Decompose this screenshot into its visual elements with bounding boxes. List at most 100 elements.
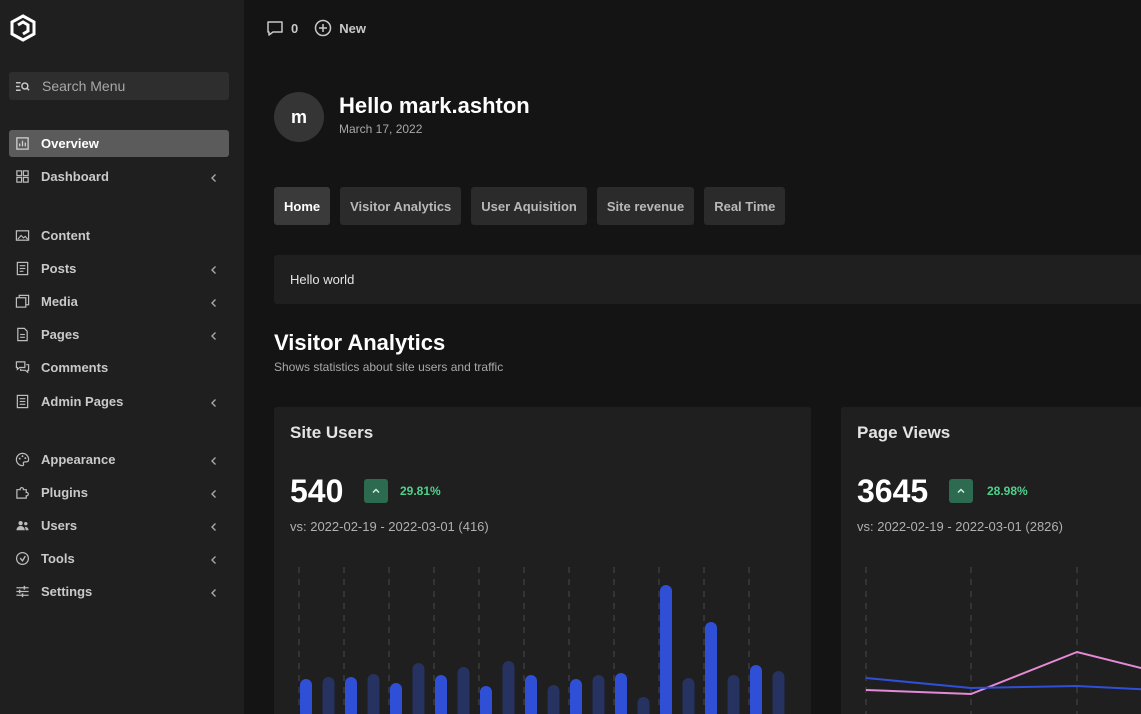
page-views-card: Page Views 3645 28.98% vs: 2022-02-19 - … [841, 407, 1141, 714]
greeting-date: March 17, 2022 [339, 122, 423, 136]
sidebar-item-label: Admin Pages [41, 394, 124, 409]
chevron-up-icon [372, 488, 380, 494]
comment-icon [267, 21, 283, 36]
chart-bar[interactable] [390, 683, 402, 714]
tab-home[interactable]: Home [274, 187, 331, 225]
compare-range: vs: 2022-02-19 - 2022-03-01 (416) [290, 519, 489, 534]
admin-icon [15, 394, 30, 409]
chart-series-line[interactable] [865, 650, 1141, 696]
chart-bar[interactable] [705, 622, 717, 714]
image-icon [15, 228, 30, 243]
sidebar-item-plugins[interactable]: Plugins [9, 479, 229, 506]
sidebar-item-appearance[interactable]: Appearance [9, 446, 229, 473]
sidebar-item-label: Appearance [41, 452, 116, 467]
palette-icon [15, 452, 30, 467]
chevron-left-icon [209, 454, 219, 465]
hello-world-panel: Hello world [274, 255, 1141, 304]
tab-real-time[interactable]: Real Time [704, 187, 786, 225]
sidebar-item-label: Overview [41, 136, 99, 151]
sliders-icon [15, 584, 30, 599]
comments-button[interactable]: 0 [266, 19, 298, 37]
sidebar-item-tools[interactable]: Tools [9, 545, 229, 572]
main-content: 0 New m Hello mark.ashton March 17, 2022… [244, 0, 1141, 714]
site-users-bar-chart [298, 567, 785, 714]
sidebar-item-label: Settings [41, 584, 93, 599]
chart-bar[interactable] [615, 673, 627, 714]
avatar-initial: m [290, 106, 307, 127]
chart-bar[interactable] [480, 686, 492, 714]
tab-label: Site revenue [606, 198, 685, 214]
chart-bar[interactable] [367, 674, 380, 714]
sidebar-item-label: Comments [41, 360, 109, 375]
chart-bar[interactable] [435, 675, 447, 714]
sidebar-item-label: Posts [41, 261, 77, 276]
chevron-left-icon [209, 586, 219, 597]
sidebar-item-content[interactable]: Content [9, 222, 229, 249]
card-value: 540 [290, 473, 344, 509]
chevron-left-icon [209, 171, 219, 182]
chart-bar[interactable] [682, 678, 695, 714]
new-label: New [339, 20, 366, 36]
logo-icon[interactable] [9, 14, 37, 42]
chart-bar[interactable] [412, 663, 425, 714]
chevron-left-icon [209, 329, 219, 340]
sidebar-item-label: Content [41, 228, 91, 243]
chart-bar[interactable] [300, 679, 312, 714]
sidebar-item-media[interactable]: Media [9, 288, 229, 315]
chart-bar[interactable] [592, 675, 605, 714]
sidebar-item-admin-pages[interactable]: Admin Pages [9, 388, 229, 415]
sidebar-item-label: Plugins [41, 485, 88, 500]
puzzle-icon [15, 485, 30, 500]
tab-site-revenue[interactable]: Site revenue [596, 187, 695, 225]
grid-icon [15, 169, 30, 184]
chart-bar[interactable] [345, 677, 357, 714]
chevron-left-icon [209, 553, 219, 564]
tab-label: Home [284, 198, 321, 214]
chart-bar[interactable] [322, 677, 335, 714]
card-value: 3645 [857, 473, 929, 509]
plus-circle-icon [314, 19, 332, 37]
avatar[interactable]: m [274, 92, 324, 142]
chevron-left-icon [209, 396, 219, 407]
change-percent: 28.98% [987, 484, 1028, 498]
compare-range: vs: 2022-02-19 - 2022-03-01 (2826) [857, 519, 1063, 534]
search-menu-input[interactable]: Search Menu [9, 72, 229, 100]
document-icon [15, 261, 30, 276]
users-icon [15, 518, 30, 533]
topbar: 0 New [266, 19, 382, 37]
site-users-card: Site Users 540 29.81% vs: 2022-02-19 - 2… [274, 407, 811, 714]
chart-bar[interactable] [570, 679, 582, 714]
chart-bar[interactable] [502, 661, 515, 714]
hello-world-text: Hello world [290, 272, 355, 287]
chart-bar[interactable] [547, 685, 560, 714]
chart-bar[interactable] [660, 585, 672, 714]
chart-bar[interactable] [637, 697, 650, 714]
trend-up-badge [949, 479, 973, 503]
chart-bar[interactable] [750, 665, 762, 714]
chart-bar[interactable] [525, 675, 537, 714]
sidebar-item-label: Media [41, 294, 78, 309]
sidebar-item-dashboard[interactable]: Dashboard [9, 163, 229, 190]
chart-bar[interactable] [727, 675, 740, 714]
chart-bar[interactable] [772, 671, 785, 714]
tab-label: Real Time [714, 198, 776, 214]
tab-user-aquisition[interactable]: User Aquisition [471, 187, 587, 225]
chart-bar[interactable] [457, 667, 470, 714]
tab-visitor-analytics[interactable]: Visitor Analytics [340, 187, 462, 225]
tools-icon [15, 551, 30, 566]
search-icon [15, 81, 30, 91]
chart-series-line[interactable] [865, 677, 1141, 691]
sidebar-item-posts[interactable]: Posts [9, 255, 229, 282]
sidebar-item-settings[interactable]: Settings [9, 578, 229, 605]
chevron-up-icon [957, 488, 965, 494]
chevron-left-icon [209, 263, 219, 274]
sidebar-item-comments[interactable]: Comments [9, 354, 229, 381]
greeting-title: Hello mark.ashton [339, 93, 530, 118]
sidebar-item-pages[interactable]: Pages [9, 321, 229, 348]
sidebar-item-overview[interactable]: Overview [9, 130, 229, 157]
sidebar-item-users[interactable]: Users [9, 512, 229, 539]
new-button[interactable]: New [314, 19, 366, 37]
comments-count: 0 [291, 20, 299, 36]
tab-label: Visitor Analytics [350, 198, 452, 214]
sidebar-item-label: Dashboard [41, 169, 109, 184]
